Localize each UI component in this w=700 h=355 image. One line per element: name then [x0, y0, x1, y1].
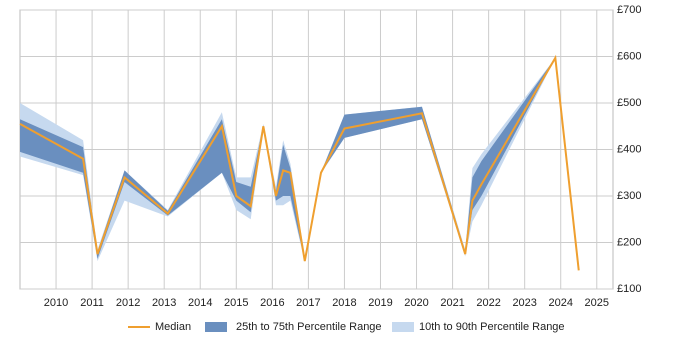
x-tick-label: 2023: [512, 297, 536, 309]
legend-label: Median: [155, 321, 191, 333]
y-tick-label: £100: [617, 283, 641, 295]
y-tick-label: £700: [617, 4, 641, 16]
x-tick-label: 2020: [404, 297, 428, 309]
x-tick-label: 2025: [585, 297, 609, 309]
y-tick-label: £200: [617, 236, 641, 248]
x-tick-label: 2015: [224, 297, 248, 309]
x-tick-label: 2012: [116, 297, 140, 309]
x-tick-label: 2022: [476, 297, 500, 309]
x-tick-label: 2010: [44, 297, 68, 309]
legend-swatch: [392, 322, 414, 332]
x-tick-label: 2016: [260, 297, 284, 309]
median-line: [19, 54, 580, 271]
x-tick-label: 2013: [152, 297, 176, 309]
legend-label: 10th to 90th Percentile Range: [419, 321, 565, 333]
y-tick-label: £500: [617, 97, 641, 109]
x-tick-label: 2017: [296, 297, 320, 309]
legend-label: 25th to 75th Percentile Range: [236, 321, 382, 333]
y-tick-label: £400: [617, 143, 641, 155]
x-tick-label: 2021: [440, 297, 464, 309]
percentile-band: [20, 57, 556, 262]
legend-swatch: [205, 322, 227, 332]
y-tick-label: £300: [617, 190, 641, 202]
x-tick-label: 2019: [368, 297, 392, 309]
x-tick-label: 2014: [188, 297, 212, 309]
x-tick-label: 2011: [80, 297, 104, 309]
x-tick-label: 2024: [548, 297, 572, 309]
y-tick-label: £600: [617, 50, 641, 62]
x-tick-label: 2018: [332, 297, 356, 309]
